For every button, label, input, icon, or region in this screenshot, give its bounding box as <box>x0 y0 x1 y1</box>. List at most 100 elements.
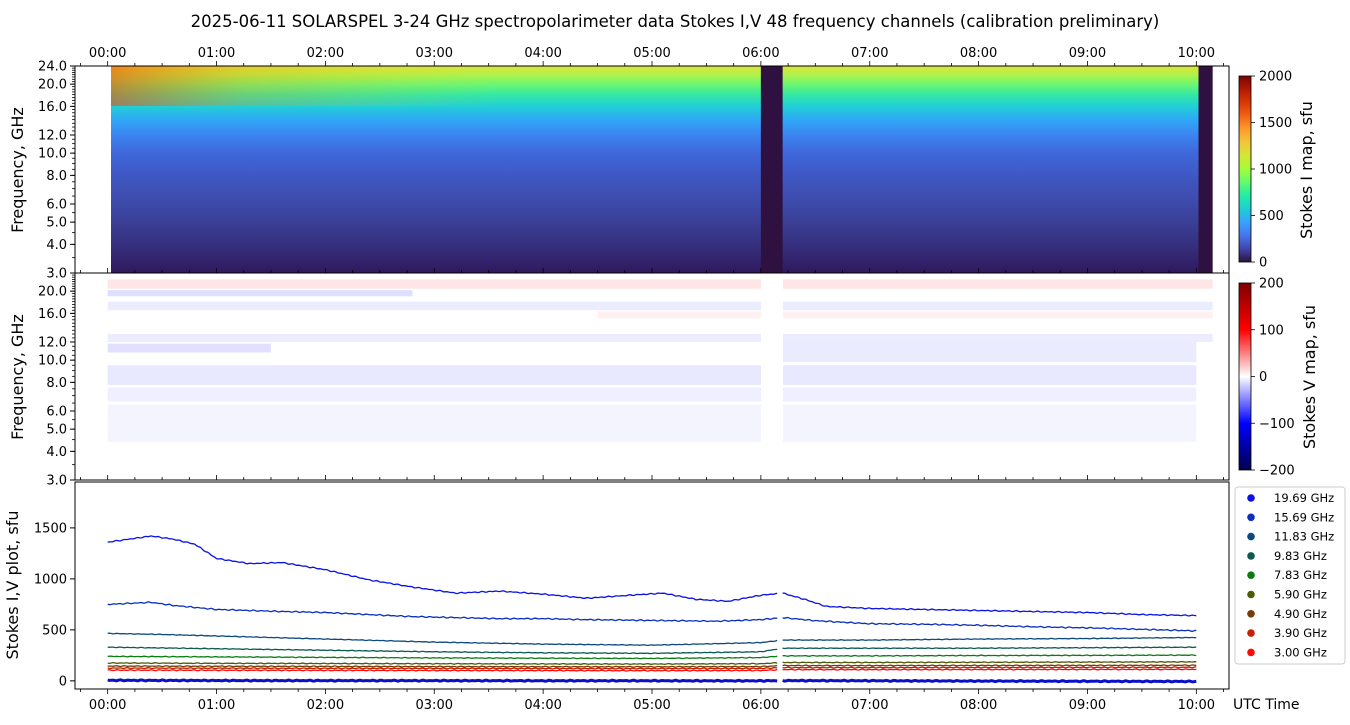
top-time-label: 09:00 <box>1069 46 1106 61</box>
y-tick-label: 12.0 <box>38 336 67 351</box>
stokes-i-panel: 3.0 4.0 5.0 6.0 8.0 10.0 12.0 16.0 20.0 24.0 00:0… <box>8 46 1230 282</box>
stokes-v-band <box>107 404 1197 442</box>
stokes-v-band <box>107 343 271 353</box>
bottom-time-label: 10:00 <box>1178 698 1215 713</box>
stokes-i-colorbar-ticks: 2000 1500 1000 500 0 <box>1251 70 1292 271</box>
legend-label: 7.83 GHz <box>1274 568 1327 582</box>
y-tick-label: 6.0 <box>46 405 67 420</box>
stokes-iv-series <box>107 535 1197 684</box>
stokes-v-band <box>782 342 1197 363</box>
y-tick-label: 16.0 <box>38 100 67 115</box>
colorbar-tick-label: −100 <box>1259 417 1295 432</box>
bottom-time-axis: 00:00 01:00 02:00 03:00 04:00 05:00 06:00 07:00… <box>80 689 1224 713</box>
top-time-label: 04:00 <box>524 46 561 61</box>
bottom-time-label: 00:00 <box>89 698 126 713</box>
stokes-v-colorbar-bar <box>1238 282 1252 471</box>
top-time-label: 00:00 <box>89 46 126 61</box>
series-line <box>107 660 1197 666</box>
legend-marker <box>1247 648 1255 657</box>
series-line <box>107 646 1197 655</box>
legend-marker <box>1247 513 1255 522</box>
legend-items: 19.69 GHz 15.69 GHz 11.83 GHz 9.83 GHz 7.83 … <box>1247 491 1334 659</box>
bottom-time-label: 02:00 <box>307 698 344 713</box>
colorbar-tick-label: 100 <box>1259 323 1284 338</box>
y-tick-label: 20.0 <box>38 285 67 300</box>
bottom-time-label: 04:00 <box>524 698 561 713</box>
stokes-v-colorbar: 200 100 0 −100 −200 Stokes V map, sfu <box>1238 277 1319 479</box>
series-line <box>107 601 1197 632</box>
legend: 19.69 GHz 15.69 GHz 11.83 GHz 9.83 GHz 7.83 … <box>1234 486 1346 665</box>
y-tick-label: 0 <box>59 674 67 689</box>
y-tick-label: 16.0 <box>38 307 67 322</box>
stokes-i-colorbar-label: Stokes I map, sfu <box>1297 101 1316 239</box>
legend-marker <box>1247 590 1255 599</box>
top-time-label: 10:00 <box>1178 46 1215 61</box>
y-tick-label: 20.0 <box>38 78 67 93</box>
series-line <box>107 668 1197 672</box>
stokes-i-y-ticks: 3.0 4.0 5.0 6.0 8.0 10.0 12.0 16.0 20.0 24.0 <box>38 60 75 282</box>
x-axis-label: UTC Time <box>1233 697 1299 713</box>
stokes-v-band <box>597 311 1213 319</box>
stokes-v-band <box>107 334 1213 342</box>
top-time-label: 07:00 <box>851 46 888 61</box>
y-tick-label: 12.0 <box>38 129 67 144</box>
y-tick-label: 4.0 <box>46 445 67 460</box>
bottom-time-label: 01:00 <box>198 698 235 713</box>
stokes-iv-panel: 0 500 1000 1500 00:00 01:00 02:00 03:00 04:00 05… <box>3 481 1299 713</box>
y-tick-label: 10.0 <box>38 354 67 369</box>
y-tick-label: 5.0 <box>46 423 67 438</box>
legend-marker <box>1247 571 1255 579</box>
bottom-time-label: 07:00 <box>851 698 888 713</box>
top-time-label: 01:00 <box>198 46 235 61</box>
y-tick-label: 10.0 <box>38 147 67 162</box>
top-time-label: 03:00 <box>416 46 453 61</box>
stokes-i-colorbar: 2000 1500 1000 500 0 Stokes I map, sfu <box>1238 70 1316 271</box>
stokes-iv-y-label: Stokes I,V plot, sfu <box>3 511 22 660</box>
legend-marker <box>1247 610 1255 618</box>
top-time-label: 05:00 <box>633 46 670 61</box>
top-time-axis: 00:00 01:00 02:00 03:00 04:00 05:00 06:00 07:00… <box>80 46 1224 273</box>
y-tick-label: 8.0 <box>46 169 67 184</box>
series-line <box>107 535 1197 617</box>
legend-box <box>1234 486 1346 665</box>
legend-label: 3.00 GHz <box>1274 645 1327 659</box>
colorbar-tick-label: 500 <box>1259 209 1284 224</box>
colorbar-tick-label: 1000 <box>1259 163 1292 178</box>
series-line <box>107 632 1197 647</box>
series-line <box>107 664 1197 668</box>
y-tick-label: 5.0 <box>46 216 67 231</box>
y-tick-label: 3.0 <box>46 474 67 489</box>
y-tick-label: 24.0 <box>38 60 67 75</box>
bottom-time-label: 09:00 <box>1069 698 1106 713</box>
stokes-v-panel: 3.0 4.0 5.0 6.0 8.0 10.0 12.0 16.0 20.0 Frequenc… <box>8 272 1230 489</box>
y-tick-label: 1500 <box>34 521 67 536</box>
stokes-v-band <box>107 290 413 297</box>
stokes-v-gap <box>761 276 783 478</box>
top-time-label: 06:00 <box>742 46 779 61</box>
series-line <box>107 654 1197 660</box>
stokes-v-band <box>107 387 1197 402</box>
legend-label: 3.90 GHz <box>1274 626 1327 640</box>
y-tick-label: 500 <box>42 623 67 638</box>
bottom-time-label: 05:00 <box>633 698 670 713</box>
stokes-i-gap-band <box>760 66 783 273</box>
stokes-v-band <box>107 301 1213 311</box>
y-tick-label: 4.0 <box>46 238 67 253</box>
legend-label: 5.90 GHz <box>1274 588 1327 602</box>
y-tick-label: 6.0 <box>46 198 67 213</box>
colorbar-tick-label: 2000 <box>1259 70 1292 85</box>
legend-label: 15.69 GHz <box>1274 510 1334 524</box>
bottom-time-label: 06:00 <box>742 698 779 713</box>
top-time-label: 02:00 <box>307 46 344 61</box>
legend-label: 19.69 GHz <box>1274 491 1334 505</box>
legend-marker <box>1247 629 1255 637</box>
stokes-iv-y-ticks: 0 500 1000 1500 <box>34 521 75 689</box>
stokes-i-gap-band <box>1198 66 1213 273</box>
legend-marker <box>1247 532 1255 541</box>
stokes-i-data-gaps <box>760 66 1213 273</box>
series-line <box>107 678 1197 684</box>
colorbar-tick-label: 0 <box>1259 256 1267 271</box>
y-tick-label: 1000 <box>34 572 67 587</box>
stokes-v-band <box>107 365 1197 385</box>
